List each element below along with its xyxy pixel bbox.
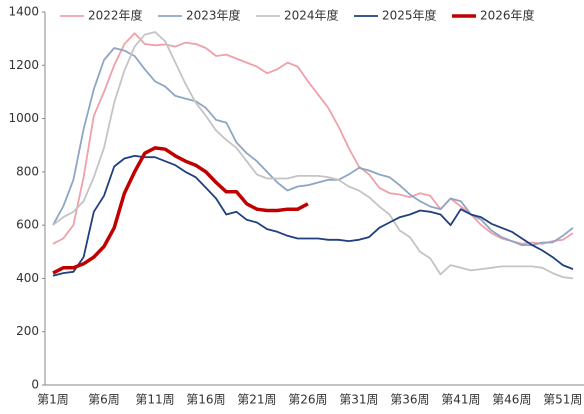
x-tick-label: 第6周 <box>88 393 120 407</box>
legend-label: 2022年度 <box>88 8 143 23</box>
series-line <box>52 32 574 245</box>
x-tick-label: 第1周 <box>37 393 69 407</box>
x-tick-label: 第51周 <box>543 393 582 407</box>
y-tick-label: 1400 <box>8 5 39 19</box>
x-tick-label: 第16周 <box>186 393 225 407</box>
y-tick-label: 1200 <box>8 58 39 72</box>
series-line <box>52 31 574 280</box>
y-tick-label: 800 <box>16 164 39 178</box>
legend-label: 2025年度 <box>382 8 437 23</box>
y-tick-label: 0 <box>31 378 39 392</box>
x-tick-label: 第36周 <box>390 393 429 407</box>
x-tick-label: 第31周 <box>339 393 378 407</box>
series-line <box>52 146 309 275</box>
y-tick-label: 1000 <box>8 111 39 125</box>
legend-label: 2026年度 <box>480 8 535 23</box>
y-tick-label: 600 <box>16 218 39 232</box>
x-tick-label: 第46周 <box>492 393 531 407</box>
x-tick-label: 第11周 <box>135 393 174 407</box>
series-line <box>52 47 574 246</box>
series-line <box>52 155 574 277</box>
y-tick-label: 200 <box>16 324 39 338</box>
x-tick-label: 第41周 <box>441 393 480 407</box>
x-tick-label: 第26周 <box>288 393 327 407</box>
x-tick-label: 第21周 <box>237 393 276 407</box>
legend-label: 2024年度 <box>284 8 339 23</box>
y-tick-label: 400 <box>16 271 39 285</box>
legend-label: 2023年度 <box>186 8 241 23</box>
